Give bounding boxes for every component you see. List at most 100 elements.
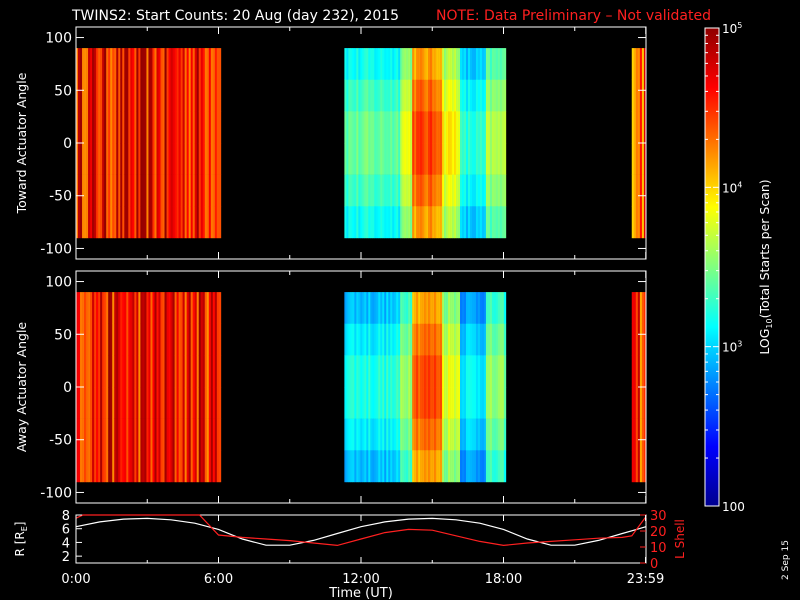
heatmap-cell	[134, 418, 137, 451]
heatmap-cell	[392, 48, 395, 81]
heatmap-cell	[497, 79, 501, 112]
heatmap-cell	[396, 292, 399, 325]
heatmap-cell	[126, 48, 129, 81]
heatmap-cell	[134, 79, 137, 112]
heatmap-cell	[466, 174, 469, 207]
heatmap-cell	[180, 323, 183, 356]
heatmap-cell	[350, 355, 353, 388]
heatmap-cell	[186, 143, 189, 175]
heatmap-cell	[356, 143, 359, 175]
heatmap-cell	[344, 48, 347, 81]
heatmap-cell	[218, 111, 222, 144]
heatmap-cell	[150, 111, 153, 144]
heatmap-cell	[344, 292, 347, 325]
heatmap-cell	[460, 111, 463, 144]
heatmap-cell	[216, 79, 220, 112]
heatmap-cell	[104, 48, 107, 81]
heatmap-cell	[212, 48, 216, 81]
heatmap-cell	[92, 387, 95, 419]
heatmap-cell	[641, 79, 645, 112]
heatmap-cell	[434, 143, 437, 175]
heatmap-cell	[464, 79, 467, 112]
heatmap-cell	[106, 323, 109, 356]
heatmap-cell	[160, 79, 163, 112]
heatmap-cell	[430, 292, 433, 325]
heatmap-cell	[346, 48, 349, 81]
heatmap-cell	[388, 174, 391, 207]
heatmap-cell	[360, 292, 363, 325]
heatmap-cell	[398, 323, 401, 356]
heatmap-cell	[134, 206, 137, 239]
heatmap-cell	[408, 206, 411, 239]
heatmap-cell	[178, 418, 181, 451]
heatmap-cell	[156, 450, 159, 483]
heatmap-cell	[192, 418, 196, 451]
heatmap-cell	[360, 418, 363, 451]
heatmap-cell	[92, 79, 95, 112]
heatmap-cell	[206, 292, 210, 325]
heatmap-cell	[378, 111, 381, 144]
heatmap-cell	[90, 79, 93, 112]
heatmap-cell	[458, 48, 461, 81]
generation-date: 2 Sep 15	[781, 540, 791, 580]
heatmap-cell	[96, 174, 99, 207]
heatmap-cell	[372, 79, 375, 112]
heatmap-cell	[428, 111, 431, 144]
colorbar-tick-exponent: 4	[737, 180, 742, 189]
heatmap-cell	[467, 323, 471, 356]
heatmap-cell	[348, 143, 351, 175]
heatmap-cell	[214, 111, 218, 144]
heatmap-cell	[202, 418, 206, 451]
heatmap-cell	[469, 111, 473, 144]
heatmap-cell	[485, 48, 489, 81]
heatmap-cell	[346, 387, 349, 419]
heatmap-cell	[400, 418, 403, 451]
heatmap-cell	[473, 450, 477, 483]
heatmap-cell	[380, 174, 383, 207]
heatmap-cell	[122, 174, 125, 207]
heatmap-cell	[639, 323, 643, 356]
heatmap-cell	[438, 450, 441, 483]
heatmap-cell	[471, 111, 475, 144]
heatmap-cell	[426, 206, 429, 239]
heatmap-cell	[487, 355, 491, 388]
heatmap-cell	[174, 292, 177, 325]
heatmap-cell	[200, 206, 204, 239]
heatmap-cell	[641, 143, 645, 175]
heatmap-cell	[450, 48, 453, 81]
heatmap-cell	[90, 206, 93, 239]
lshell-tick-label: 0	[650, 557, 658, 572]
heatmap-cell	[356, 206, 359, 239]
heatmap-cell	[90, 355, 93, 388]
heatmap-cell	[352, 355, 355, 388]
heatmap-cell	[400, 174, 403, 207]
heatmap-cell	[162, 292, 165, 325]
heatmap-cell	[454, 143, 457, 175]
heatmap-cell	[479, 323, 483, 356]
heatmap-cell	[146, 111, 149, 144]
heatmap-cell	[124, 111, 127, 144]
heatmap-cell	[138, 450, 141, 483]
heatmap-cell	[196, 143, 200, 175]
heatmap-cell	[386, 418, 389, 451]
heatmap-cell	[80, 111, 83, 144]
heatmap-cell	[188, 143, 191, 175]
heatmap-cell	[434, 323, 437, 356]
heatmap-cell	[162, 79, 165, 112]
heatmap-cell	[410, 174, 413, 207]
heatmap-cell	[458, 174, 461, 207]
heatmap-cell	[499, 418, 503, 451]
heatmap-cell	[460, 79, 463, 112]
heatmap-cell	[370, 79, 373, 112]
heatmap-cell	[136, 418, 139, 451]
heatmap-cell	[86, 323, 89, 356]
heatmap-cell	[166, 323, 169, 356]
heatmap-cell	[384, 174, 387, 207]
heatmap-cell	[362, 450, 365, 483]
heatmap-cell	[633, 206, 637, 239]
heatmap-cell	[400, 143, 403, 175]
heatmap-cell	[196, 174, 200, 207]
heatmap-cell	[458, 323, 461, 356]
heatmap-cell	[475, 174, 479, 207]
heatmap-cell	[376, 292, 379, 325]
